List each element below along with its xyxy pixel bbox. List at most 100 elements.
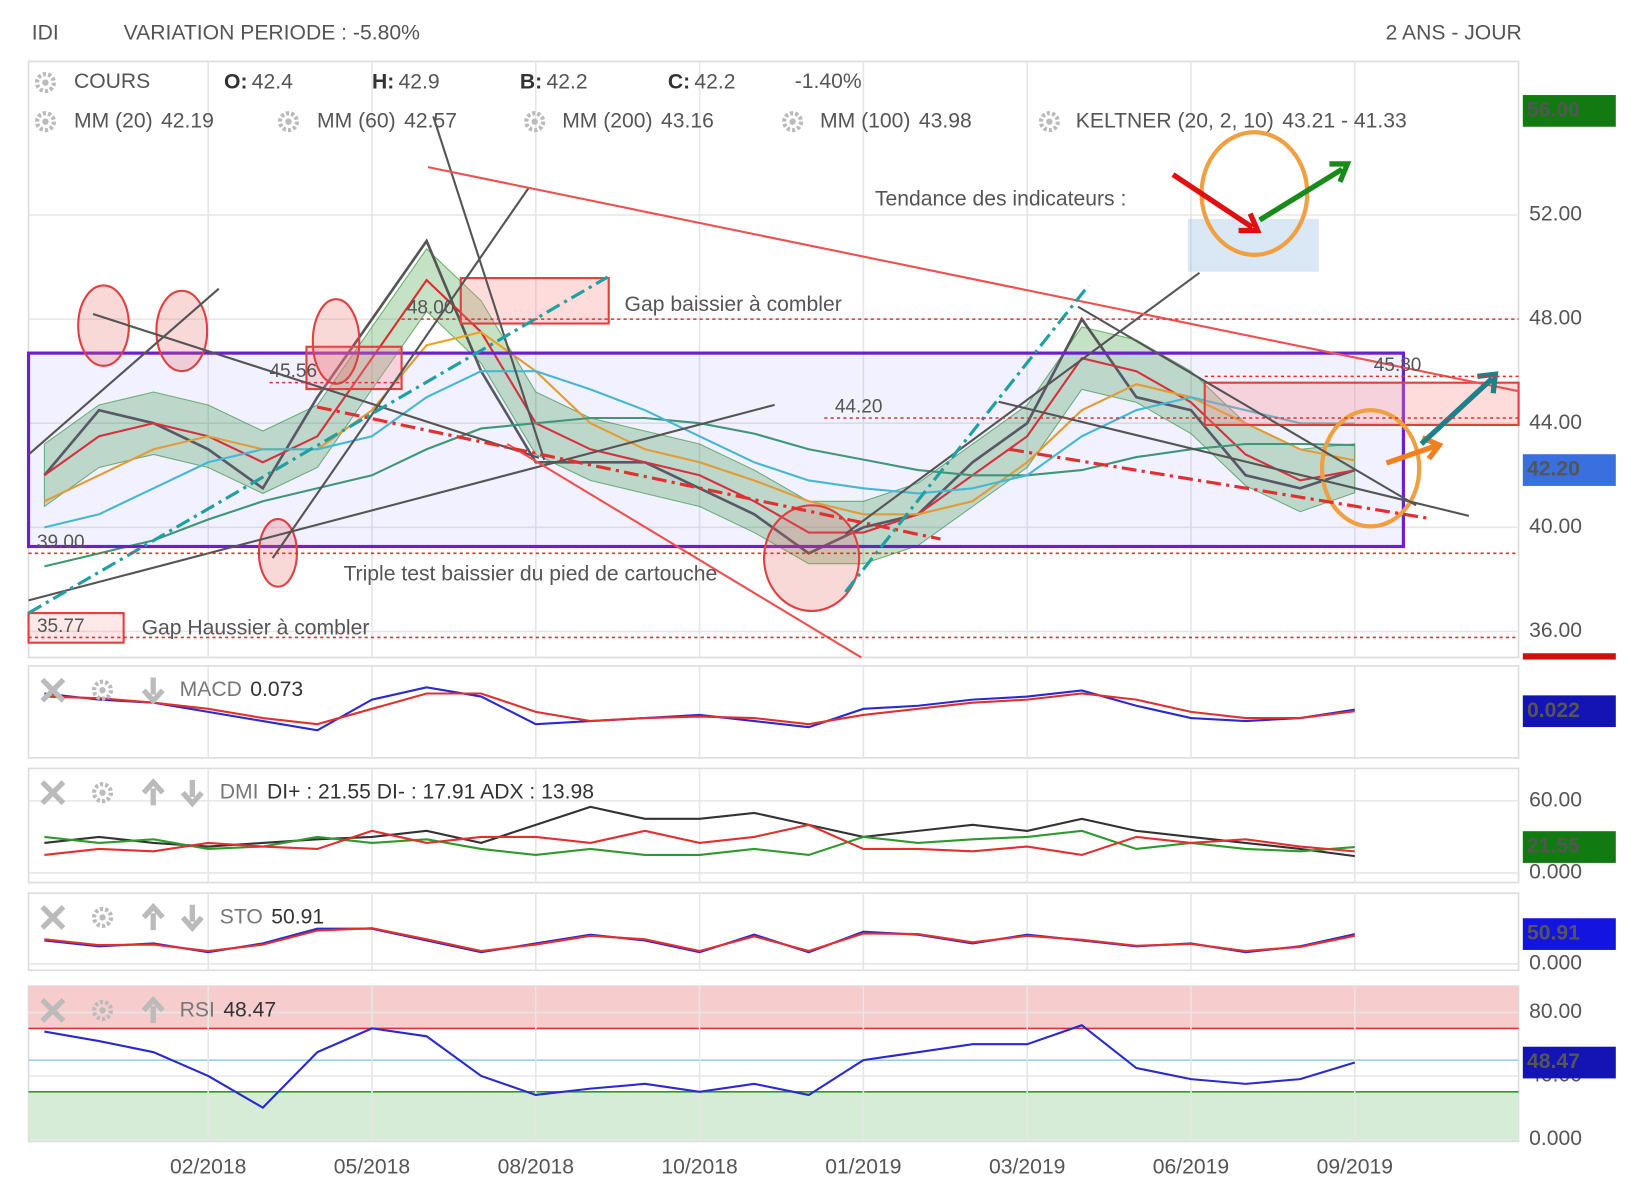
- channel-line: [27, 275, 609, 615]
- x-tick-label: 09/2019: [1317, 1155, 1393, 1178]
- ohlc-value: 42.2: [546, 70, 587, 93]
- indicator-name: DMI: [220, 780, 259, 803]
- trend-line: [271, 187, 530, 559]
- y-tick-label: 0.000: [1529, 1127, 1582, 1150]
- ohlc-value: 42.2: [694, 70, 735, 93]
- ohlc-label: H:: [372, 70, 394, 93]
- variation: VARIATION PERIODE : -5.80%: [124, 22, 420, 45]
- close-icon: [40, 677, 66, 703]
- value-marker: [1522, 454, 1616, 486]
- gear-icon-hub: [99, 687, 106, 694]
- annotation: Gap baissier à combler: [625, 293, 842, 316]
- gear-icon: [91, 679, 114, 701]
- gear-icon: [277, 111, 300, 133]
- level-label: 45.80: [1374, 355, 1422, 376]
- channel-line: [1008, 447, 1427, 520]
- plot-layer: [43, 238, 1356, 1109]
- level-label: 48.00: [407, 298, 455, 319]
- gear-icon: [91, 999, 114, 1021]
- value-marker: [1522, 95, 1616, 127]
- value-marker-label: 21.55: [1527, 835, 1580, 858]
- series-line: [44, 1024, 1356, 1109]
- ohlc-entry: H: 42.9: [372, 70, 440, 93]
- series-line: [44, 370, 1355, 529]
- legend-value: 43.16: [661, 109, 714, 132]
- series-line: [44, 686, 1355, 732]
- legend-value: 43.21 - 41.33: [1282, 109, 1407, 132]
- y-tick-label: 36.00: [1529, 619, 1582, 642]
- legend-value: 42.19: [161, 109, 214, 132]
- low-marker: [1522, 653, 1616, 660]
- y-tick-label: 0.000: [1529, 861, 1582, 884]
- series-line: [44, 692, 1355, 726]
- zone: [28, 986, 1519, 1029]
- ohlc-label: O:: [224, 70, 247, 93]
- trend-line: [92, 313, 540, 459]
- label-layer: 36.00 40.00 44.00 48.00 52.00 48.00 45.56 44.20…: [28, 70, 1616, 1178]
- indicator-title: MACD 0.073: [180, 678, 304, 701]
- value-marker-label: 0.022: [1527, 699, 1580, 722]
- legend-entry: COURS: [74, 70, 150, 93]
- trend-circle: [1319, 408, 1422, 529]
- drawings: [26, 116, 1520, 659]
- highlight-circle: [155, 289, 209, 373]
- down-icon: [180, 780, 204, 808]
- annotation: Gap Haussier à combler: [142, 617, 370, 640]
- resistance-line: [427, 166, 1519, 393]
- x-tick-label: 08/2018: [498, 1155, 574, 1178]
- annotation: Tendance des indicateurs :: [875, 187, 1126, 210]
- value-marker: [1522, 831, 1616, 863]
- x-tick-label: 10/2018: [661, 1155, 737, 1178]
- close-icon: [40, 997, 66, 1023]
- y-tick-label: 80.00: [1529, 1000, 1582, 1023]
- indicator-value: DI+ : 21.55 DI- : 17.91 ADX : 13.98: [267, 780, 594, 803]
- y-tick-label: 44.00: [1529, 411, 1582, 434]
- indicator-title: RSI 48.47: [180, 998, 277, 1021]
- keltner-band: [43, 248, 1356, 565]
- level-label: 35.77: [37, 616, 85, 637]
- close-icon: [40, 780, 66, 806]
- gear-icon: [91, 906, 114, 928]
- legend-entry: MM (60) 42.57: [317, 109, 457, 132]
- ohlc-value: 42.4: [252, 70, 293, 93]
- legend-name: MM (20): [74, 109, 153, 132]
- legend-name: MM (100): [820, 109, 910, 132]
- ohlc-label: B:: [520, 70, 542, 93]
- legend-entry: MM (20) 42.19: [74, 109, 214, 132]
- indicator-value: 0.073: [250, 678, 303, 701]
- legend-value: 42.57: [404, 109, 457, 132]
- y-tick-label: 0.000: [1529, 951, 1582, 974]
- value-marker: [1522, 1046, 1616, 1079]
- gear-icon-hub: [42, 118, 49, 125]
- range-box: [26, 351, 1405, 549]
- ohlc-label: C:: [668, 70, 690, 93]
- indicator-value: 50.91: [271, 905, 324, 928]
- legend-name: MM (200): [562, 109, 652, 132]
- x-tick-label: 06/2019: [1153, 1155, 1229, 1178]
- value-marker-label: 50.91: [1527, 922, 1580, 945]
- trend-line: [432, 116, 546, 461]
- value-marker-label: 42.20: [1527, 458, 1580, 481]
- legend-name: KELTNER (20, 2, 10): [1076, 109, 1274, 132]
- gear-icon-hub: [285, 118, 292, 125]
- y-tick-label: 60.00: [1529, 788, 1582, 811]
- series-line: [44, 805, 1355, 858]
- up-icon: [141, 902, 165, 931]
- gear-icon-hub: [99, 1007, 106, 1014]
- legend-entry: MM (200) 43.16: [562, 109, 714, 132]
- panel-frame: [27, 665, 1520, 759]
- series-line: [43, 278, 1355, 534]
- legend-name: MM (60): [317, 109, 396, 132]
- gear-icon-hub: [531, 118, 538, 125]
- gear-icon: [34, 72, 57, 94]
- gear-icon: [91, 782, 114, 804]
- level-label: 44.20: [835, 396, 883, 417]
- close-icon: [40, 904, 66, 930]
- highlight-circle: [77, 284, 130, 367]
- x-tick-label: 01/2019: [825, 1155, 901, 1178]
- panel-frame: [27, 767, 1520, 884]
- gear-icon: [782, 111, 804, 133]
- y-tick-label: 40.00: [1529, 515, 1582, 538]
- level-label: 45.56: [269, 361, 317, 382]
